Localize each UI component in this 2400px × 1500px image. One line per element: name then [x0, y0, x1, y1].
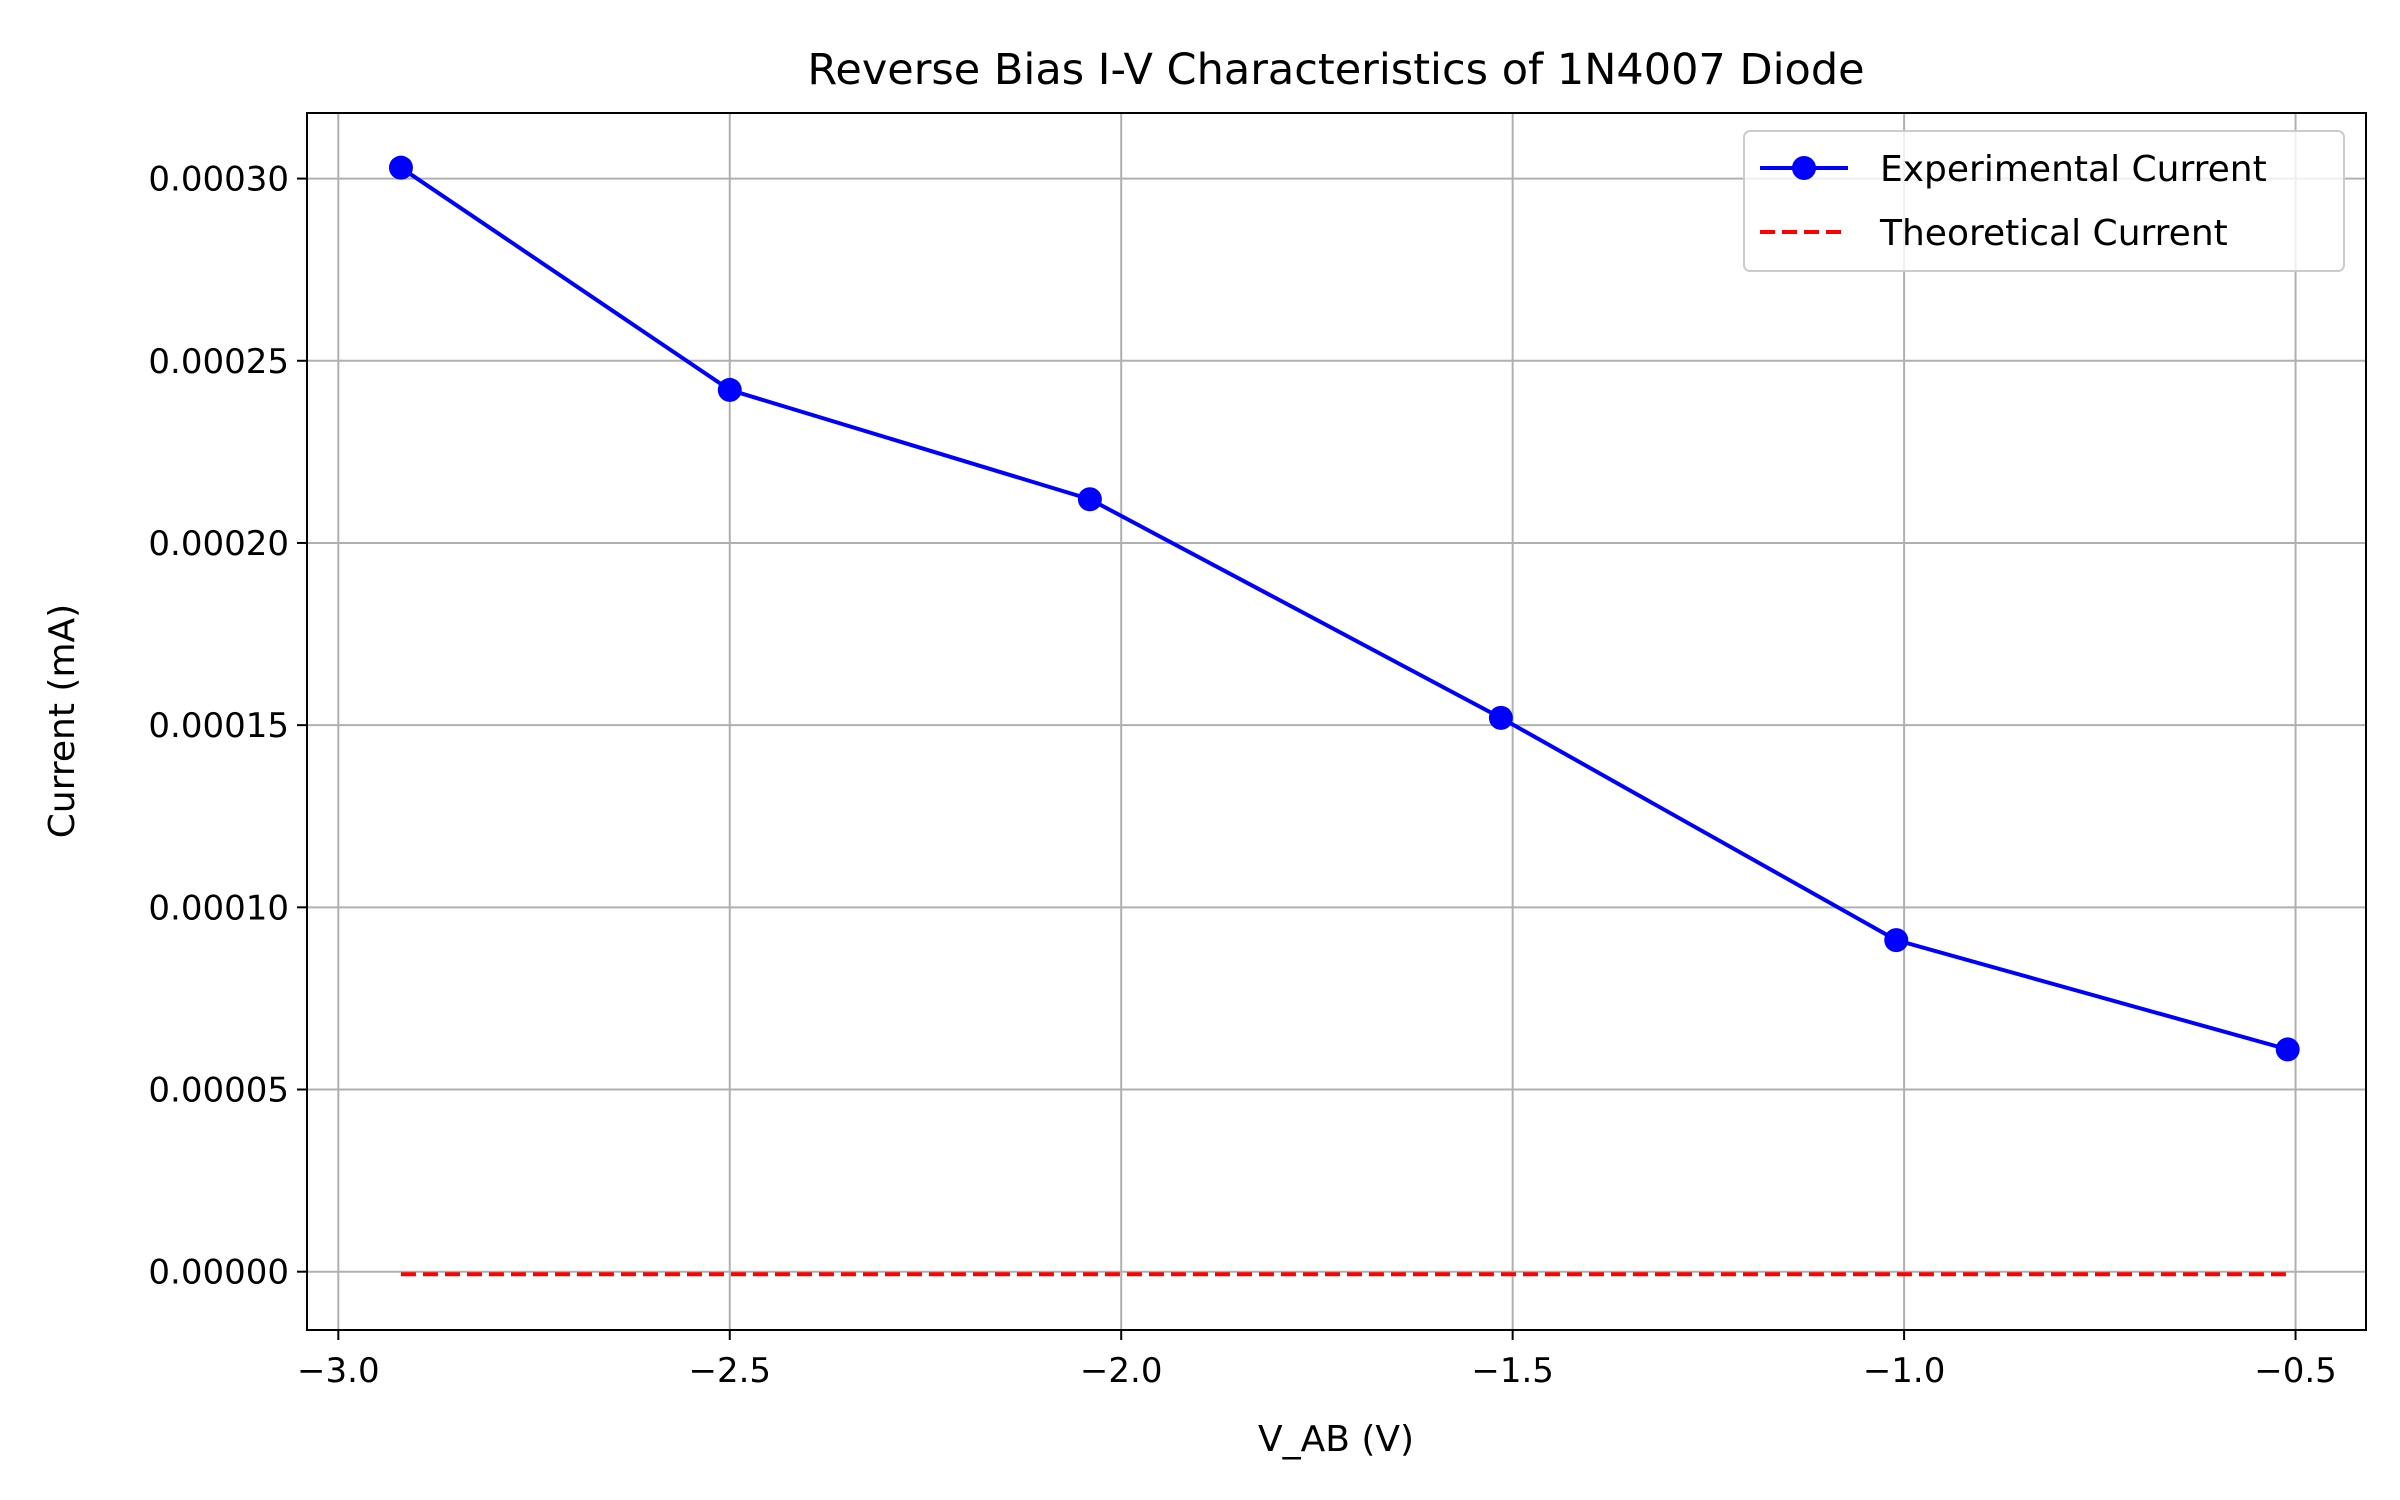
- grid: [307, 113, 2366, 1330]
- experimental-current-point: [1884, 928, 1909, 953]
- legend-experimental-label: Experimental Current: [1880, 149, 2267, 190]
- legend-theoretical-label: Theoretical Current: [1879, 213, 2228, 254]
- x-tick-label: −2.5: [688, 1351, 771, 1391]
- x-tick-label: −3.0: [297, 1351, 380, 1391]
- legend: Experimental Current Theoretical Current: [1743, 130, 2345, 272]
- y-tick-label: 0.00020: [148, 524, 289, 564]
- experimental-current-point: [388, 155, 413, 180]
- legend-box: [1743, 130, 2345, 272]
- experimental-current-point: [1488, 705, 1513, 730]
- chart-title: Reverse Bias I-V Characteristics of 1N40…: [807, 45, 1864, 95]
- x-tick-label: −2.0: [1080, 1351, 1163, 1391]
- y-tick-label: 0.00030: [148, 160, 289, 200]
- legend-experimental-marker: [1792, 156, 1816, 180]
- x-axis-label: V_AB (V): [1258, 1419, 1414, 1460]
- y-tick-label: 0.00005: [148, 1071, 289, 1111]
- experimental-current-point: [717, 377, 742, 402]
- y-axis-label: Current (mA): [42, 604, 83, 838]
- series-layer: [388, 155, 2300, 1277]
- y-tick-label: 0.00000: [148, 1253, 289, 1293]
- x-tick-label: −1.5: [1471, 1351, 1554, 1391]
- x-tick-label: −0.5: [2254, 1351, 2337, 1391]
- y-tick-label: 0.00025: [148, 342, 289, 382]
- experimental-current-point: [1077, 487, 1102, 512]
- x-tick-label: −1.0: [1863, 1351, 1946, 1391]
- experimental-current-point: [2275, 1037, 2300, 1062]
- y-tick-label: 0.00010: [148, 888, 289, 928]
- experimental-current-line: [399, 165, 2289, 1052]
- plot-frame: [306, 112, 2367, 1331]
- y-tick-label: 0.00015: [148, 706, 289, 746]
- ticks: −3.0 −2.5 −2.0 −1.5 −1.0 −0.5 0.00000 0.00005 0.…: [148, 160, 2336, 1391]
